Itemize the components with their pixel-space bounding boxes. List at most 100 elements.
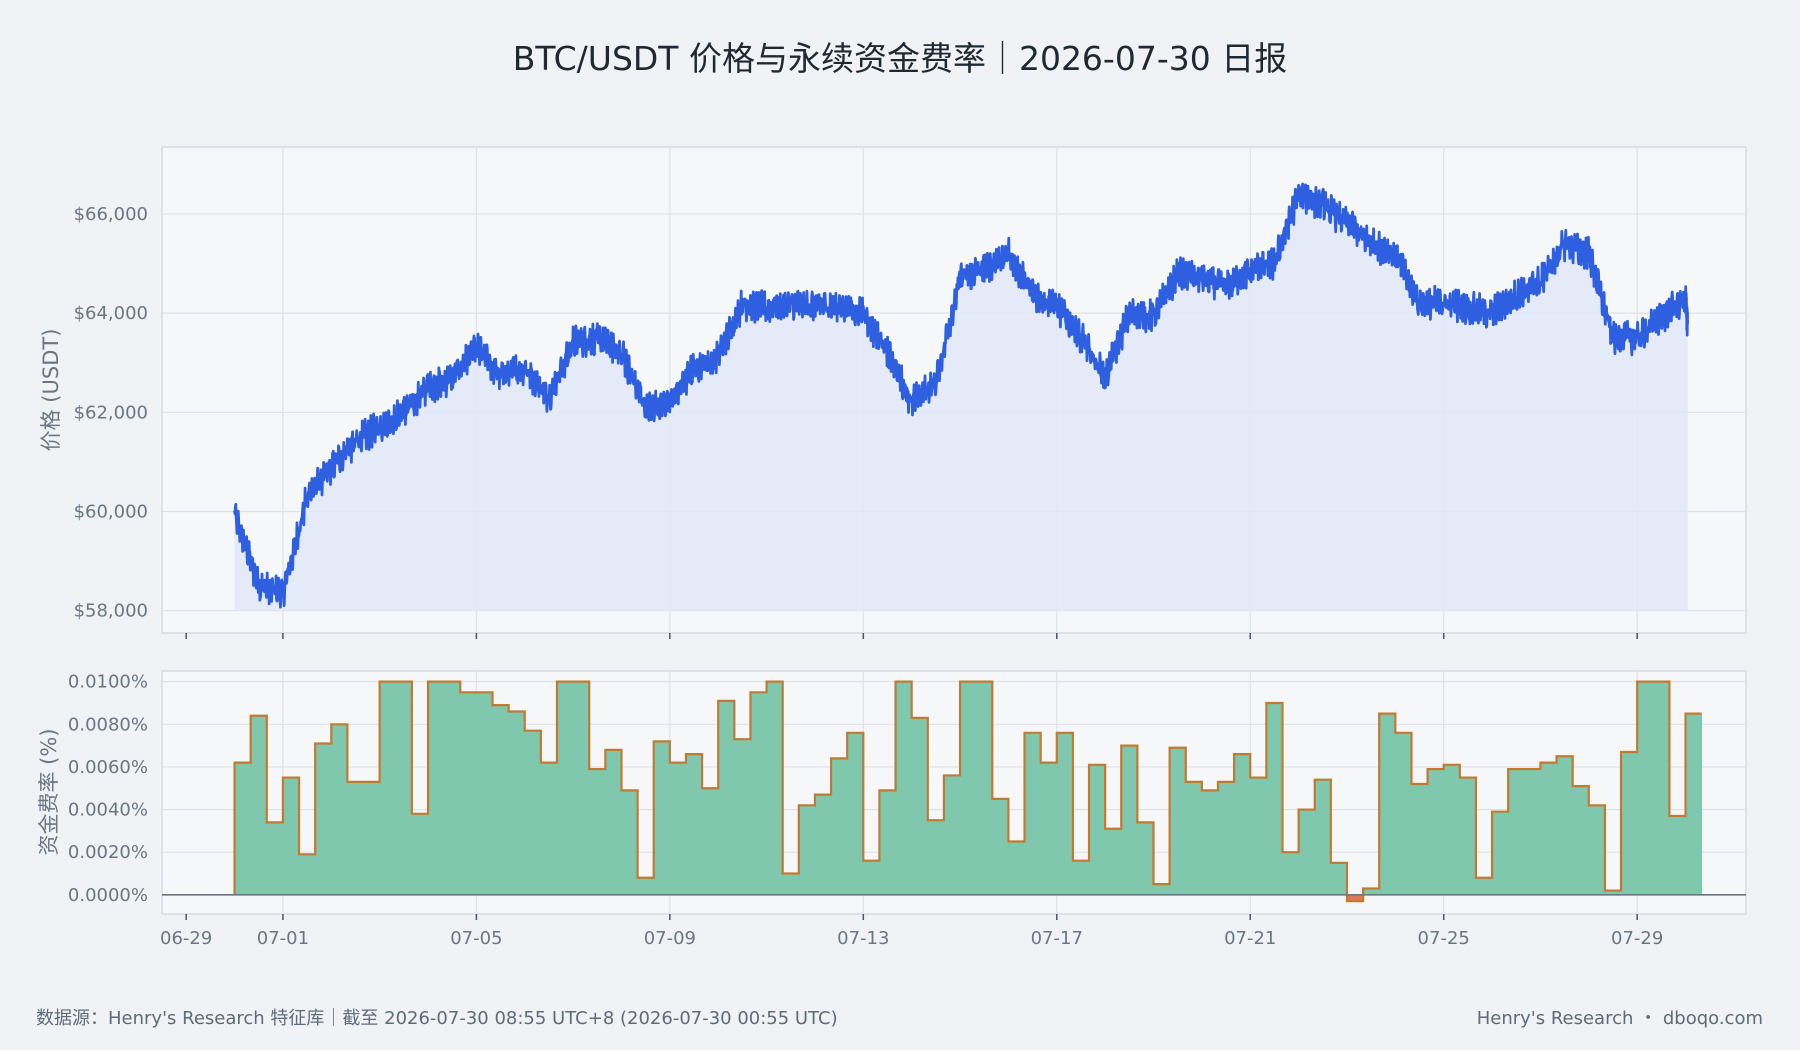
funding-x-tick-label: 07-01 [257, 928, 309, 949]
funding-y-ticks: 0.0000% 0.0020% 0.0040% 0.0060% 0.0080% 0.010… [68, 672, 148, 906]
funding-x-tick-label: 07-21 [1224, 928, 1276, 949]
funding-y-tick-label: 0.0000% [68, 885, 148, 906]
funding-bar [1524, 769, 1541, 895]
funding-bar [718, 700, 735, 895]
funding-bar [1443, 764, 1461, 895]
funding-bar [347, 781, 364, 895]
funding-bar [1330, 862, 1348, 895]
funding-bar [702, 788, 719, 895]
funding-bar [621, 790, 638, 895]
funding-bar [960, 681, 977, 895]
funding-bar [1540, 762, 1557, 895]
funding-x-ticks: 06-29 07-01 07-05 07-09 07-13 07-17 07-21 07-25… [160, 914, 1663, 949]
funding-bar [1056, 732, 1074, 895]
footer-source: 数据源：Henry's Research 特征库｜截至 2026-07-30 0… [36, 1008, 838, 1029]
funding-y-tick-label: 0.0080% [68, 714, 148, 735]
funding-x-tick-label: 06-29 [160, 928, 212, 949]
funding-bar [943, 775, 961, 895]
funding-bar [1588, 805, 1606, 895]
funding-panel: 0.0000% 0.0020% 0.0040% 0.0060% 0.0080% 0.010… [37, 670, 1747, 949]
funding-x-tick-label: 07-13 [837, 928, 889, 949]
funding-bar [556, 681, 574, 895]
funding-bar [1621, 752, 1638, 895]
price-panel: $58,000 $60,000 $62,000 $64,000 $66,000 价格 (… [39, 146, 1747, 639]
funding-bar [1363, 888, 1380, 895]
funding-bar [927, 820, 945, 895]
funding-bar [992, 798, 1009, 895]
funding-bar [331, 724, 348, 895]
funding-y-tick-label: 0.0040% [68, 800, 148, 821]
funding-bar [1427, 769, 1445, 895]
funding-bar [637, 877, 655, 895]
price-y-tick-label: $60,000 [74, 502, 148, 523]
funding-bar [911, 717, 929, 895]
funding-bar [750, 692, 767, 895]
funding-y-tick-label: 0.0100% [68, 672, 148, 693]
funding-bar [1556, 756, 1574, 895]
funding-bar [685, 754, 703, 895]
funding-bar [766, 681, 784, 895]
funding-bar [508, 711, 526, 895]
funding-bar [1089, 764, 1106, 895]
funding-bar [524, 730, 542, 895]
funding-bar [234, 762, 252, 895]
funding-bar [395, 681, 413, 895]
funding-bar [379, 681, 397, 895]
price-line [233, 182, 1689, 609]
funding-bar [1121, 745, 1138, 895]
funding-bar [1040, 762, 1058, 895]
funding-bar [1492, 811, 1509, 895]
funding-bar [1024, 732, 1042, 895]
funding-bar [1185, 781, 1203, 895]
price-y-tick-label: $58,000 [74, 601, 148, 622]
funding-step-line [233, 680, 1702, 903]
funding-bar [250, 715, 268, 895]
funding-bar [782, 873, 800, 895]
funding-bar [1137, 822, 1154, 895]
funding-x-tick-label: 07-29 [1611, 928, 1663, 949]
funding-bar [1072, 860, 1090, 895]
funding-bar [1266, 702, 1283, 895]
funding-bar [1250, 777, 1267, 895]
funding-bar [1169, 747, 1187, 895]
footer-brand: Henry's Research ・ dboqo.com [1477, 1008, 1763, 1029]
price-x-ticks [185, 633, 1638, 639]
funding-bar [1153, 884, 1171, 895]
funding-bar [282, 777, 300, 895]
funding-bar [734, 739, 751, 895]
funding-bar [1201, 790, 1219, 895]
funding-bar [895, 681, 913, 895]
funding-bar [1685, 713, 1703, 895]
funding-bar [1218, 781, 1235, 895]
price-y-axis-label: 价格 (USDT) [39, 329, 63, 452]
funding-bar [653, 741, 671, 895]
funding-bar [814, 794, 832, 895]
funding-x-tick-label: 07-17 [1031, 928, 1083, 949]
funding-x-tick-label: 07-05 [450, 928, 502, 949]
funding-bar [573, 681, 590, 895]
price-area-fill [234, 184, 1688, 611]
funding-bar [1411, 783, 1428, 895]
funding-bar [299, 854, 316, 895]
funding-bar [1604, 890, 1622, 895]
funding-bars [234, 681, 1703, 902]
funding-bar [1653, 681, 1670, 895]
funding-bar [428, 681, 445, 895]
funding-y-axis-label: 资金费率 (%) [37, 728, 61, 855]
funding-bar [1314, 779, 1332, 895]
funding-bar [976, 681, 993, 895]
funding-bar [1637, 681, 1654, 895]
funding-bar [363, 781, 381, 895]
funding-bar [1298, 809, 1316, 895]
price-y-tick-label: $64,000 [74, 303, 148, 324]
price-y-tick-label: $62,000 [74, 402, 148, 423]
funding-y-tick-label: 0.0060% [68, 757, 148, 778]
funding-bar [1105, 828, 1122, 895]
funding-bar [1475, 877, 1493, 895]
funding-bar [1669, 815, 1686, 895]
funding-bar [847, 732, 864, 895]
funding-x-tick-label: 07-09 [644, 928, 696, 949]
funding-bar [1572, 786, 1590, 895]
funding-bar [605, 749, 622, 895]
funding-bar [460, 692, 477, 895]
